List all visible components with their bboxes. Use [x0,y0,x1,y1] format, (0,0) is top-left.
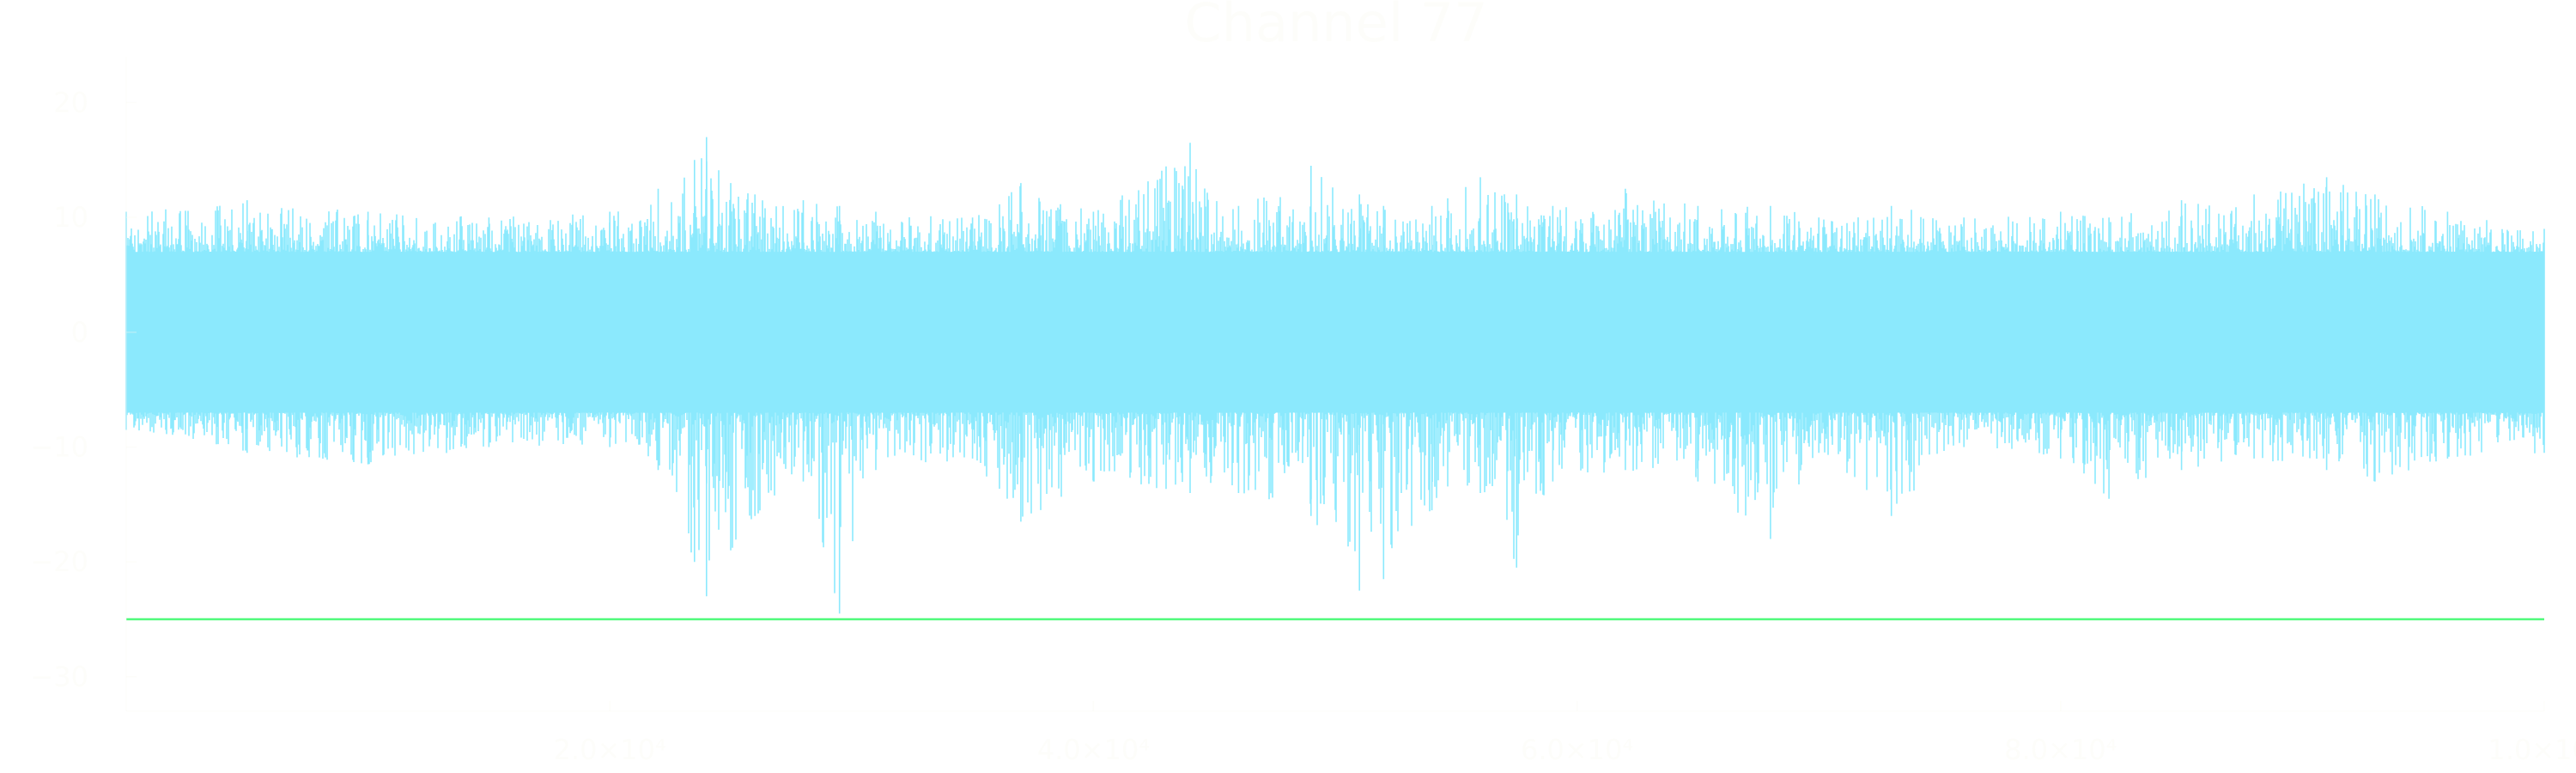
x-tick-label: 4.0×10⁴ [1037,733,1150,766]
x-tick-label: 1.0×10⁵ [2488,733,2576,766]
chart-title: Channel 77 [1184,0,1487,54]
y-tick-label: 20 [53,86,88,119]
plot-area [125,137,2545,621]
axes [125,57,2544,712]
x-tick-label: 2.0×10⁴ [554,733,666,766]
y-tick-label: −20 [30,545,88,578]
x-tick-label: 6.0×10⁴ [1521,733,1633,766]
y-tick-label: −10 [30,431,88,464]
y-axis-ticks: 20 10 0 −10 −20 −30 [30,86,137,693]
x-tick-label: 8.0×10⁴ [2004,733,2117,766]
y-tick-label: −30 [30,660,88,693]
signal-trace [125,137,2545,614]
y-tick-label: 0 [71,316,88,349]
y-tick-label: 10 [53,201,88,234]
x-axis-ticks: 2.0×10⁴ 4.0×10⁴ 6.0×10⁴ 8.0×10⁴ 1.0×10⁵ [554,701,2576,766]
